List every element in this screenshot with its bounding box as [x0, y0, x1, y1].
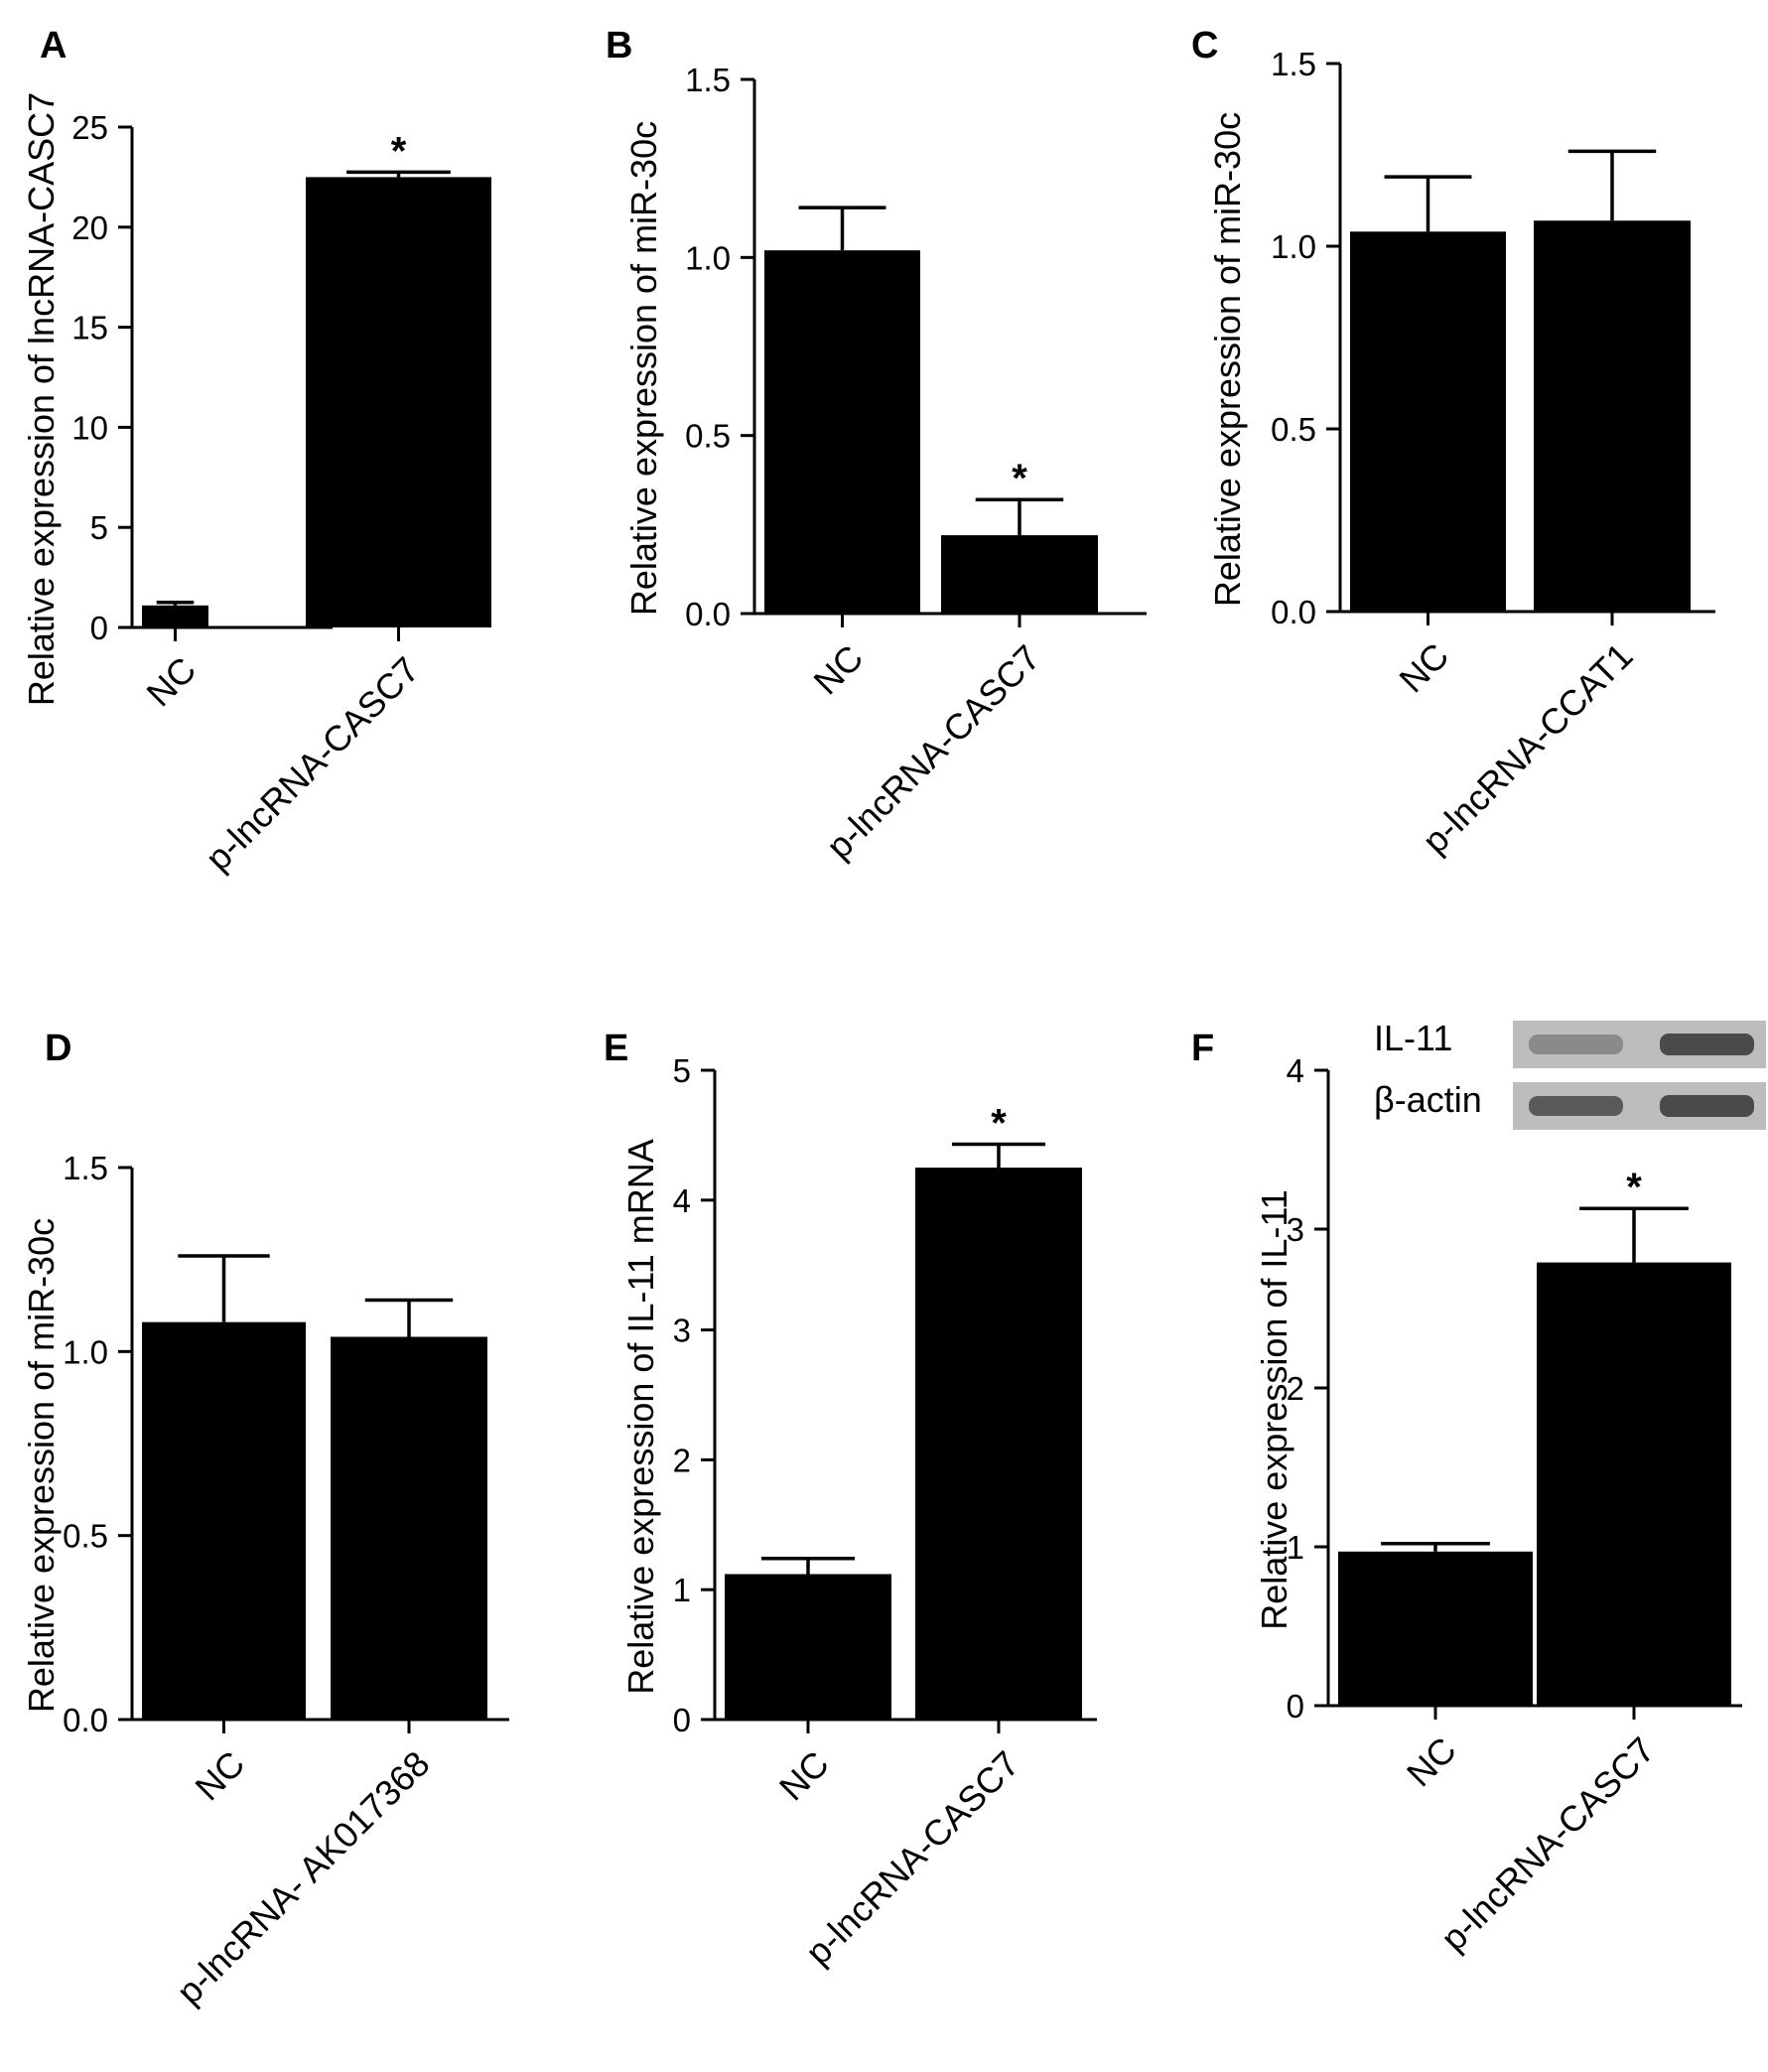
y-tick-label: 3 — [673, 1312, 691, 1349]
blot-row-label: β-actin — [1374, 1079, 1482, 1120]
y-tick-label: 1.5 — [1271, 46, 1316, 82]
y-axis-title: Relative expression of lncRNA-CASC7 — [21, 92, 62, 706]
significance-star: * — [1012, 457, 1027, 500]
significance-star: * — [391, 129, 407, 173]
category-label: p-lncRNA-CASC7 — [1432, 1729, 1662, 1959]
y-tick-label: 4 — [673, 1182, 691, 1219]
y-tick-label: 0.0 — [1271, 594, 1316, 630]
blot-band — [1660, 1095, 1754, 1117]
bar — [1534, 220, 1691, 613]
bar — [1338, 1551, 1533, 1706]
bar — [764, 250, 920, 614]
y-tick-label: 20 — [71, 209, 108, 246]
bar — [1350, 231, 1506, 612]
y-tick-label: 0.0 — [63, 1702, 108, 1738]
y-tick-label: 1 — [673, 1572, 691, 1608]
y-tick-label: 0 — [673, 1702, 691, 1738]
panel-letter: B — [606, 25, 632, 67]
y-tick-label: 1.0 — [685, 239, 731, 276]
y-tick-label: 4 — [1287, 1052, 1304, 1089]
category-label: p-lncRNA-CASC7 — [198, 649, 427, 879]
category-label: NC — [771, 1743, 837, 1809]
category-label: NC — [138, 649, 204, 715]
bar — [142, 605, 208, 627]
bar — [1537, 1262, 1731, 1706]
y-tick-label: 0.5 — [685, 418, 731, 455]
category-label: NC — [187, 1743, 252, 1809]
significance-star: * — [1626, 1166, 1642, 1209]
panel-c: C 0.0 0.5 1.0 1.5 Relative expression of miR-… — [1191, 25, 1715, 862]
y-tick-label: 0.5 — [63, 1518, 108, 1555]
y-tick-label: 0 — [90, 610, 108, 646]
bar — [306, 177, 491, 627]
y-axis-title: Relative expression of IL-11 mRNA — [620, 1139, 661, 1695]
panel-letter: E — [604, 1028, 628, 1069]
y-tick-label: 1.5 — [63, 1150, 108, 1186]
panel-b: B 0.0 0.5 1.0 1.5 Relative expression of miR-… — [606, 25, 1147, 867]
category-label: NC — [1391, 635, 1456, 701]
blot-band — [1660, 1034, 1754, 1055]
bar — [725, 1574, 891, 1720]
blot-row-label: IL-11 — [1374, 1018, 1452, 1058]
category-label: NC — [805, 637, 871, 703]
y-tick-label: 2 — [673, 1442, 691, 1478]
category-label: NC — [1399, 1729, 1464, 1795]
y-tick-label: 1.5 — [685, 62, 731, 98]
y-axis-title: Relative expression of miR-30c — [623, 121, 664, 616]
bar — [331, 1336, 487, 1720]
panel-letter: D — [45, 1028, 71, 1069]
category-label: p-lncRNA-CASC7 — [797, 1743, 1026, 1973]
y-tick-label: 5 — [673, 1052, 691, 1089]
y-tick-label: 0 — [1287, 1688, 1304, 1725]
y-tick-label: 10 — [71, 409, 108, 446]
y-tick-label: 0.5 — [1271, 411, 1316, 448]
panel-letter: C — [1191, 25, 1218, 67]
bar — [941, 535, 1098, 614]
y-tick-label: 25 — [71, 109, 108, 146]
y-tick-label: 1.0 — [63, 1333, 108, 1370]
y-axis-title: Relative expression of miR-30c — [21, 1218, 62, 1713]
blot-band — [1529, 1096, 1623, 1116]
blot-band — [1529, 1035, 1623, 1054]
y-tick-label: 15 — [71, 310, 108, 346]
y-tick-label: 0.0 — [685, 596, 731, 632]
y-axis-title: Relative expression of IL-11 — [1254, 1189, 1294, 1630]
panel-f: F 0 1 2 3 4 Relative expression of IL-11 NC * p-l… — [1191, 1018, 1766, 1959]
y-tick-label: 3 — [1287, 1211, 1304, 1248]
panel-e: E 0 1 2 3 4 5 Relative expression of IL-11 mRNA… — [604, 1028, 1097, 1973]
panel-letter: A — [40, 25, 67, 67]
significance-star: * — [991, 1102, 1007, 1146]
y-tick-label: 2 — [1287, 1370, 1304, 1407]
y-tick-label: 1.0 — [1271, 228, 1316, 265]
western-blot-inset: IL-11 β-actin — [1374, 1018, 1766, 1130]
y-tick-label: 1 — [1287, 1529, 1304, 1566]
panel-letter: F — [1191, 1028, 1214, 1069]
y-tick-label: 5 — [90, 509, 108, 546]
y-axis-title: Relative expression of miR-30c — [1207, 112, 1248, 607]
bar — [915, 1168, 1082, 1720]
bar — [142, 1321, 306, 1720]
